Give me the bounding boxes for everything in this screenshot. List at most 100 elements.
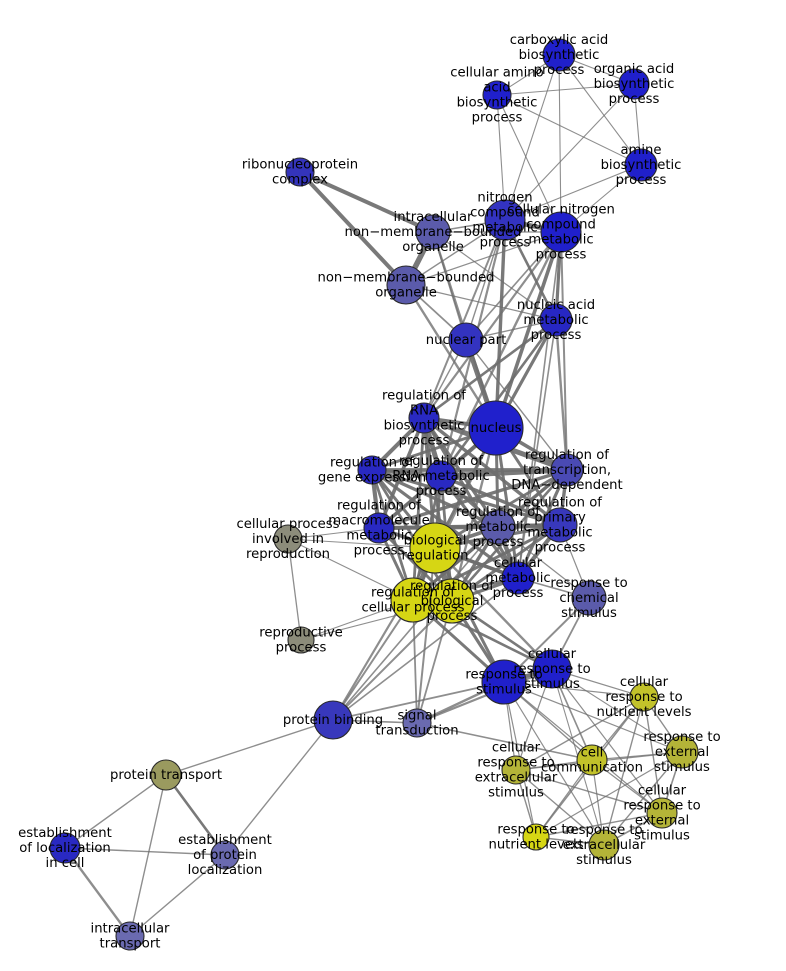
node-cellular_nitrogen_compound_metabolic_process[interactable] — [540, 211, 582, 253]
node-nucleic_acid_metabolic_process[interactable] — [539, 303, 573, 337]
node-response_to_chemical_stimulus[interactable] — [571, 580, 607, 616]
edge — [415, 667, 554, 725]
edge — [465, 219, 506, 341]
node-reproductive_process[interactable] — [287, 626, 315, 654]
edge — [287, 538, 414, 601]
node-regulation_of_rna_metabolic_process[interactable] — [425, 460, 457, 492]
edge — [411, 416, 426, 602]
edge — [515, 696, 645, 771]
node-ribonucleoprotein_complex[interactable] — [285, 157, 315, 187]
edge — [64, 847, 226, 856]
node-label-cellular_response_to_stimulus: cellular response to stimulus — [513, 647, 590, 692]
node-cellular_process_involved_in_reproduction[interactable] — [273, 524, 303, 554]
node-response_to_nutrient_levels[interactable] — [522, 823, 550, 851]
node-label-nucleus: nucleus — [471, 421, 522, 436]
node-label-ribonucleoprotein_complex: ribonucleoprotein complex — [242, 158, 358, 188]
edge — [517, 319, 557, 579]
node-label-response_to_extracellular_stimulus: response to extracellular stimulus — [563, 823, 646, 868]
edge — [332, 600, 453, 721]
edge — [422, 230, 563, 420]
node-carboxylic_acid_biosynthetic_process[interactable] — [542, 38, 576, 72]
edge — [224, 719, 334, 856]
edge — [63, 846, 132, 938]
node-label-signal_transduction: signal transduction — [375, 709, 458, 739]
edge — [551, 668, 683, 753]
edge — [416, 547, 436, 724]
edge — [433, 546, 554, 671]
node-intracellular_non_membrane_bounded_organelle[interactable] — [415, 214, 451, 250]
node-establishment_of_protein_localization[interactable] — [210, 840, 240, 870]
node-label-protein_transport: protein transport — [110, 768, 222, 783]
node-label-cellular_response_to_external_stimulus: cellular response to external stimulus — [623, 784, 700, 844]
edge — [503, 681, 605, 846]
node-label-intracellular_transport: intracellular transport — [91, 922, 170, 952]
node-cellular_amino_acid_biosynthetic_process[interactable] — [482, 80, 512, 110]
node-response_to_external_stimulus[interactable] — [665, 735, 699, 769]
edge — [558, 54, 562, 233]
node-regulation_of_cellular_metabolic_process[interactable] — [501, 561, 535, 595]
node-regulation_of_primary_metabolic_process[interactable] — [542, 507, 578, 543]
node-label-response_to_nutrient_levels: response to nutrient levels — [488, 823, 583, 853]
node-regulation_of_macromolecule_metabolic_process[interactable] — [363, 512, 395, 544]
edge — [504, 54, 560, 221]
node-cellular_response_to_stimulus[interactable] — [532, 649, 572, 689]
node-cell_communication[interactable] — [576, 744, 608, 776]
node-cellular_response_to_external_stimulus[interactable] — [646, 797, 678, 829]
node-regulation_of_metabolic_process[interactable] — [480, 509, 516, 545]
node-regulation_of_transcription_dna_dependent[interactable] — [550, 453, 584, 487]
node-protein_transport[interactable] — [150, 759, 182, 791]
edge — [496, 94, 642, 166]
edge — [515, 769, 663, 814]
node-label-nitrogen_compound_metabolic_process: nitrogen compound metabolic process — [470, 191, 540, 251]
node-regulation_of_gene_expression[interactable] — [357, 455, 387, 485]
node-label-response_to_stimulus: response to stimulus — [465, 668, 542, 698]
edge — [554, 318, 569, 472]
edge — [504, 83, 635, 221]
edge — [287, 538, 302, 641]
node-label-amine_biosynthetic_process: amine biosynthetic process — [601, 143, 682, 188]
edge — [370, 468, 562, 527]
edge — [465, 231, 562, 341]
edge — [503, 681, 645, 698]
edge — [129, 774, 167, 937]
edge — [332, 577, 519, 721]
node-organic_acid_biosynthetic_process[interactable] — [618, 68, 650, 100]
node-nuclear_part[interactable] — [448, 322, 484, 358]
nodes-layer — [49, 38, 699, 951]
node-non_membrane_bounded_organelle[interactable] — [386, 265, 426, 305]
node-nucleus[interactable] — [468, 400, 524, 456]
edge — [517, 231, 562, 579]
node-label-cellular_response_to_extracellular_stimulus: cellular response to extracellular stimulus — [475, 741, 558, 801]
node-label-response_to_chemical_stimulus: response to chemical stimulus — [550, 576, 627, 621]
node-label-regulation_of_cellular_metabolic_process: cellular metabolic process — [485, 556, 550, 601]
edge — [496, 94, 506, 221]
edge — [515, 769, 605, 846]
node-label-regulation_of_metabolic_process: regulation of metabolic process — [456, 505, 540, 550]
node-signal_transduction[interactable] — [402, 708, 432, 738]
node-nitrogen_compound_metabolic_process[interactable] — [484, 199, 526, 241]
node-intracellular_transport[interactable] — [115, 921, 145, 951]
node-cellular_response_to_extracellular_stimulus[interactable] — [501, 755, 531, 785]
node-amine_biosynthetic_process[interactable] — [624, 148, 658, 182]
edge — [497, 526, 590, 599]
node-establishment_of_localization_in_cell[interactable] — [49, 832, 81, 864]
edge — [331, 546, 437, 722]
node-response_to_stimulus[interactable] — [481, 659, 527, 705]
node-label-non_membrane_bounded_organelle: non−membrane−bounded organelle — [317, 271, 494, 301]
edge — [332, 599, 414, 721]
edge — [439, 230, 563, 478]
edge — [423, 219, 506, 419]
node-response_to_extracellular_stimulus[interactable] — [588, 829, 620, 861]
edge — [558, 54, 642, 166]
node-label-establishment_of_localization_in_cell: establishment of localization in cell — [18, 826, 112, 871]
edge — [439, 474, 562, 527]
node-biological_regulation[interactable] — [409, 522, 461, 574]
node-regulation_of_biological_process[interactable] — [429, 578, 475, 624]
node-label-regulation_of_macromolecule_metabolic_process: regulation of macromolecule metabolic proce… — [328, 499, 429, 559]
node-regulation_of_rna_biosynthetic_process[interactable] — [408, 402, 440, 434]
node-cellular_response_to_nutrient_levels[interactable] — [629, 682, 659, 712]
node-protein_binding[interactable] — [313, 700, 353, 740]
edge — [404, 283, 498, 430]
